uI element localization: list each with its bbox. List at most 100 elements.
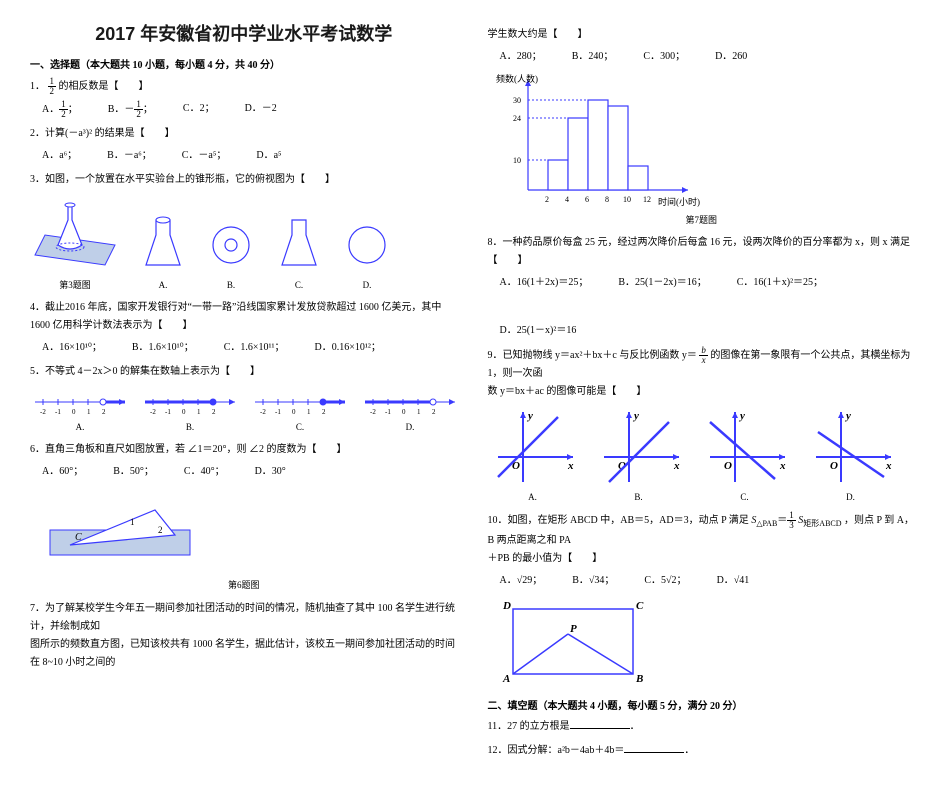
q1-a: A．12； [42, 100, 78, 119]
q1-c: C．2； [183, 100, 215, 119]
svg-text:-2: -2 [370, 408, 376, 416]
svg-text:C: C [75, 532, 82, 543]
q7-d: D．260 [715, 48, 747, 66]
q11-stem: 11．27 的立方根是 [488, 721, 570, 732]
q10-a: A．√29； [500, 572, 543, 590]
q1-d: D．－2 [245, 100, 277, 119]
q8-a: A．16(1＋2x)＝25； [500, 274, 589, 292]
q3-choice-a: A. [138, 215, 188, 293]
question-12: 12．因式分解：a²b－4ab＋4b＝． [488, 742, 916, 760]
q4-d: D．0.16×10¹²； [315, 339, 381, 357]
svg-text:x: x [779, 460, 786, 472]
svg-text:12: 12 [643, 195, 651, 204]
right-column: 学生数大约是【 】 A．280； B．240； C．300； D．260 频数(… [488, 20, 916, 766]
q10-figure: D C A B P [488, 594, 658, 689]
section1-heading: 一、选择题（本大题共 10 小题，每小题 4 分，共 40 分） [30, 56, 458, 71]
q2-c: C．－a⁵； [182, 147, 227, 165]
q1-stem-text: 的相反数是【 】 [59, 81, 149, 92]
svg-text:B: B [635, 673, 643, 685]
svg-text:2: 2 [212, 408, 216, 416]
q3-label: 第3题图 [30, 277, 120, 293]
q9-choice-d: xyO D. [806, 407, 896, 505]
q10-b: B．√34； [572, 572, 614, 590]
svg-text:2: 2 [102, 408, 106, 416]
q5-choice-d: -2-1012 D. [360, 387, 460, 435]
q8-d: D．25(1－x)²＝16 [500, 322, 577, 340]
svg-text:2: 2 [158, 525, 163, 535]
svg-text:0: 0 [182, 408, 186, 416]
svg-text:频数(人数): 频数(人数) [496, 73, 538, 84]
svg-text:8: 8 [605, 195, 609, 204]
svg-text:30: 30 [513, 96, 521, 105]
svg-text:-2: -2 [40, 408, 46, 416]
q5-choice-a: -2-1012 A. [30, 387, 130, 435]
svg-text:6: 6 [585, 195, 589, 204]
svg-text:-1: -1 [275, 408, 281, 416]
question-7-part2: 学生数大约是【 】 A．280； B．240； C．300； D．260 频数(… [488, 26, 916, 228]
q6-a: A．60°； [42, 463, 83, 481]
q3-choice-b: B. [206, 215, 256, 293]
svg-text:时间(小时): 时间(小时) [658, 196, 700, 207]
q5-choice-b: -2-1012 B. [140, 387, 240, 435]
q9-choice-b: xyO B. [594, 407, 684, 505]
q5-choice-c: -2-1012 C. [250, 387, 350, 435]
section2-heading: 二、填空题（本大题共 4 小题，每小题 5 分，满分 20 分） [488, 697, 916, 712]
svg-text:0: 0 [402, 408, 406, 416]
question-7-part1: 7．为了解某校学生今年五一期间参加社团活动的时间的情况，随机抽查了其中 100 … [30, 600, 458, 672]
svg-text:0: 0 [292, 408, 296, 416]
q9-stem2: 数 y＝bx＋ac 的图像可能是【 】 [488, 386, 647, 397]
q4-a: A．16×10¹⁰； [42, 339, 102, 357]
q2-a: A．a⁶； [42, 147, 77, 165]
q6-b: B．50°； [113, 463, 154, 481]
q8-c: C．16(1＋x)²＝25； [737, 274, 823, 292]
q4-b: B．1.6×10¹⁰； [132, 339, 194, 357]
svg-text:24: 24 [513, 114, 521, 123]
svg-text:D: D [502, 600, 511, 612]
svg-text:1: 1 [87, 408, 91, 416]
q8-stem: 8．一种药品原价每盒 25 元，经过两次降价后每盒 16 元，设两次降价的百分率… [488, 237, 911, 266]
q7-b: B．240； [572, 48, 614, 66]
q1-b: B．－12； [108, 100, 153, 119]
question-3: 3．如图，一个放置在水平实验台上的锥形瓶，它的俯视图为【 】 第3题图 A. [30, 171, 458, 293]
svg-text:x: x [673, 460, 680, 472]
q5-stem: 5．不等式 4－2x＞0 的解集在数轴上表示为【 】 [30, 366, 260, 377]
svg-text:1: 1 [197, 408, 201, 416]
svg-text:10: 10 [513, 156, 521, 165]
q8-b: B．25(1－2x)＝16； [618, 274, 706, 292]
q9-choice-a: xyO A. [488, 407, 578, 505]
q12-stem: 12．因式分解：a²b－4ab＋4b＝ [488, 745, 625, 756]
svg-text:C: C [636, 600, 644, 612]
q4-c: C．1.6×10¹¹； [224, 339, 285, 357]
question-11: 11．27 的立方根是． [488, 718, 916, 736]
question-9: 9．已知抛物线 y＝ax²＋bx＋c 与反比例函数 y＝ bx 的图像在第一象限… [488, 346, 916, 505]
q6-d: D．30° [255, 463, 286, 481]
q7-histogram: 频数(人数) 时间(小时) 10 24 30 [488, 70, 708, 210]
q7-label: 第7题图 [488, 212, 916, 228]
q9-choice-c: xyO C. [700, 407, 790, 505]
question-6: 6．直角三角板和直尺如图放置，若 ∠1＝20°，则 ∠2 的度数为【 】 A．6… [30, 441, 458, 593]
q7-a: A．280； [500, 48, 542, 66]
q3-stem: 3．如图，一个放置在水平实验台上的锥形瓶，它的俯视图为【 】 [30, 174, 335, 185]
q6-stem: 6．直角三角板和直尺如图放置，若 ∠1＝20°，则 ∠2 的度数为【 】 [30, 444, 347, 455]
q9-stem-pre: 9．已知抛物线 y＝ax²＋bx＋c 与反比例函数 y＝ [488, 350, 697, 361]
svg-text:-2: -2 [260, 408, 266, 416]
q7-c: C．300； [643, 48, 685, 66]
svg-text:1: 1 [130, 517, 135, 527]
svg-text:1: 1 [417, 408, 421, 416]
svg-text:y: y [526, 410, 533, 422]
svg-text:y: y [738, 410, 745, 422]
svg-text:2: 2 [322, 408, 326, 416]
svg-text:O: O [830, 460, 838, 472]
svg-text:P: P [570, 623, 577, 635]
svg-text:2: 2 [432, 408, 436, 416]
svg-text:0: 0 [72, 408, 76, 416]
question-10: 10．如图，在矩形 ABCD 中，AB＝5，AD＝3，动点 P 满足 S△PAB… [488, 511, 916, 688]
q3-choice-d: D. [342, 215, 392, 293]
q2-b: B．－a⁶； [107, 147, 152, 165]
q2-stem: 2．计算(－a³)² 的结果是【 】 [30, 128, 175, 139]
q10-d: D．√41 [717, 572, 750, 590]
svg-text:-1: -1 [55, 408, 61, 416]
q7-stem1: 7．为了解某校学生今年五一期间参加社团活动的时间的情况，随机抽查了其中 100 … [30, 603, 455, 632]
q2-d: D．a⁵ [256, 147, 281, 165]
exam-title: 2017 年安徽省初中学业水平考试数学 [30, 20, 458, 46]
